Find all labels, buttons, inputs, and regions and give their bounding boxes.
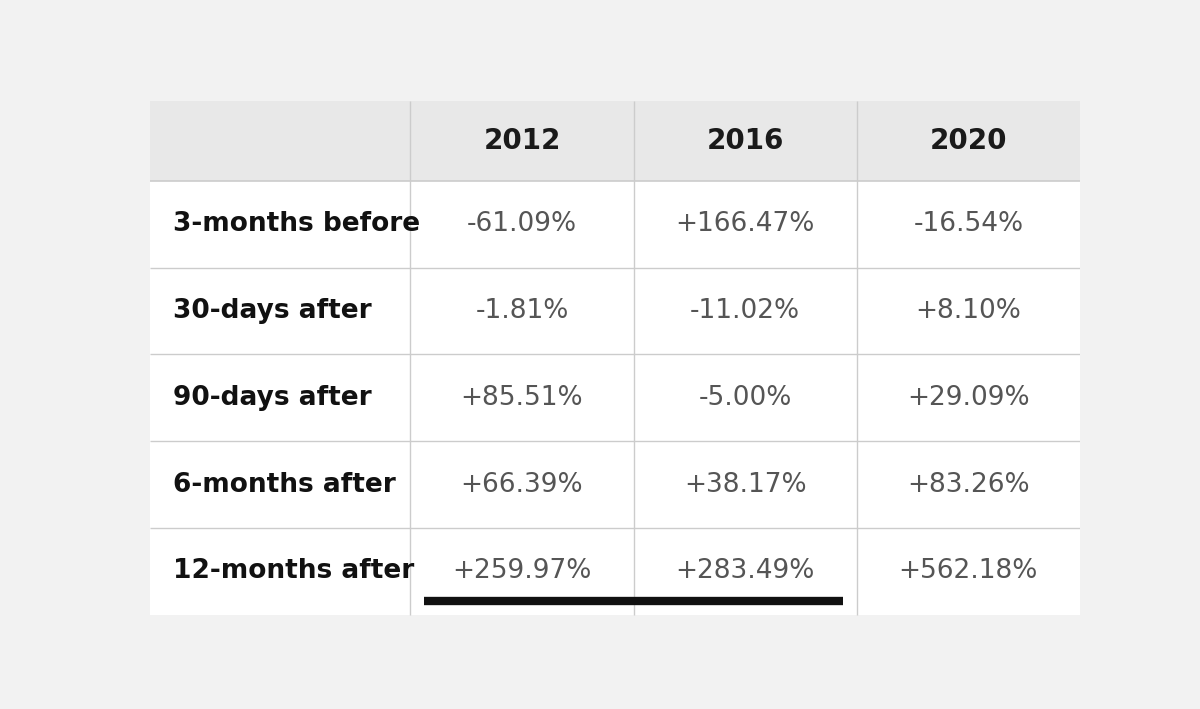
Text: -16.54%: -16.54%: [913, 211, 1024, 238]
Text: +38.17%: +38.17%: [684, 471, 806, 498]
Bar: [150, 101, 1080, 181]
Text: +562.18%: +562.18%: [899, 558, 1038, 584]
Text: 2020: 2020: [930, 127, 1007, 155]
Text: +8.10%: +8.10%: [916, 298, 1021, 324]
Text: -1.81%: -1.81%: [475, 298, 569, 324]
Text: +259.97%: +259.97%: [452, 558, 592, 584]
Text: -5.00%: -5.00%: [698, 385, 792, 411]
Text: +166.47%: +166.47%: [676, 211, 815, 238]
Text: +85.51%: +85.51%: [461, 385, 583, 411]
Text: 30-days after: 30-days after: [173, 298, 372, 324]
Text: +283.49%: +283.49%: [676, 558, 815, 584]
Text: -11.02%: -11.02%: [690, 298, 800, 324]
Bar: [150, 181, 1080, 268]
Bar: [150, 354, 1080, 441]
Text: 2016: 2016: [707, 127, 784, 155]
Text: 12-months after: 12-months after: [173, 558, 414, 584]
Bar: [150, 528, 1080, 615]
Text: 6-months after: 6-months after: [173, 471, 396, 498]
Text: +66.39%: +66.39%: [461, 471, 583, 498]
Text: +29.09%: +29.09%: [907, 385, 1030, 411]
Text: 90-days after: 90-days after: [173, 385, 372, 411]
Text: +83.26%: +83.26%: [907, 471, 1030, 498]
Text: -61.09%: -61.09%: [467, 211, 577, 238]
Text: 3-months before: 3-months before: [173, 211, 420, 238]
Bar: [150, 441, 1080, 528]
Bar: [150, 268, 1080, 354]
Text: 2012: 2012: [484, 127, 560, 155]
